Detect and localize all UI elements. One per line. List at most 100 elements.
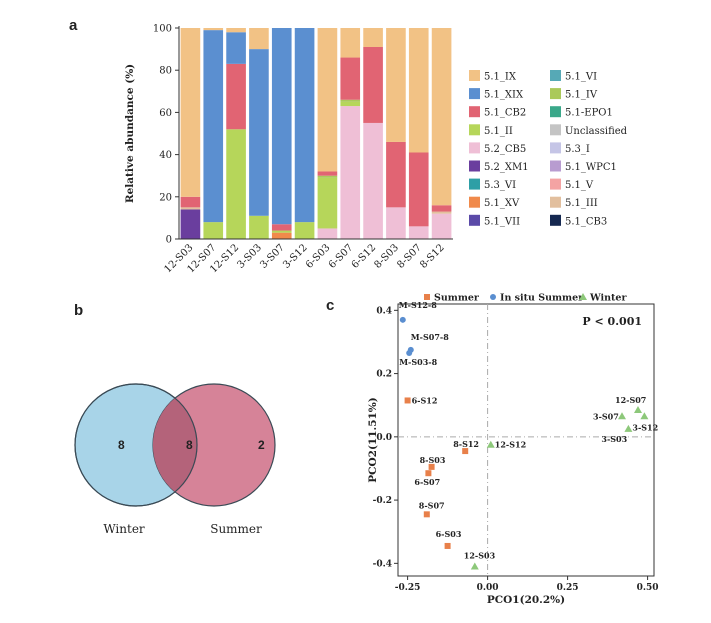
pcoa-point-label: M-S07-8 xyxy=(411,332,449,342)
pcoa-legend-marker-In situ Summer xyxy=(490,294,496,300)
bar-segment-6-S03-5.1_CB2 xyxy=(317,171,338,176)
bar-segment-3-S07-5.1_XIX xyxy=(271,28,292,225)
legend-swatch-5.3_I xyxy=(550,142,561,154)
venn-overlap xyxy=(152,398,198,492)
pcoa-point-6-S07 xyxy=(425,470,432,477)
bar-segment-12-S07-5.1_II xyxy=(203,222,224,239)
bar-segment-8-S03-5.1_IX xyxy=(386,28,406,142)
legend-swatch-5.1-EPO1 xyxy=(550,106,561,118)
pcoa-point-label: 6-S07 xyxy=(414,477,440,487)
pcoa-point-label: 8-S03 xyxy=(420,455,446,465)
bar-x-tick-label: 6-S12 xyxy=(350,242,379,271)
pcoa-points: 6-S12 8-S12 8-S03 6-S07 8-S07 6-S03 M-S12-8 M-S… xyxy=(399,300,658,570)
bar-x-tick-label: 3-S03 xyxy=(236,242,265,271)
legend-swatch-5.1_VI xyxy=(550,70,561,81)
pcoa-point-label: 3-S03 xyxy=(601,434,627,444)
pcoa-point-label: 12-S07 xyxy=(615,395,646,405)
bar-segment-3-S07-5.1_XV xyxy=(271,232,292,239)
legend-label: 5.1_VI xyxy=(565,72,597,83)
legend-label: 5.1_VII xyxy=(484,216,520,227)
pcoa-point-8-S03 xyxy=(428,463,435,470)
bar-legend: 5.1_IX 5.1_XIX 5.1_CB2 5.1_II 5.2_CB5 5.2_XM1… xyxy=(469,70,628,227)
bar-segment-12-S07-5.1_IX xyxy=(203,28,224,31)
bar-y-axis-label: Relative abundance (%) xyxy=(124,64,136,203)
bar-segment-6-S07-5.2_CB5 xyxy=(340,106,361,239)
pcoa-legend-label: In situ Summer xyxy=(500,293,584,304)
legend-label: 5.2_XM1 xyxy=(484,162,529,173)
bar-segment-12-S03-5.2_XM1 xyxy=(180,209,201,239)
bar-segment-3-S03-5.1_II xyxy=(249,215,269,239)
venn-winter-count: 8 xyxy=(118,438,125,452)
panel-a-letter: a xyxy=(69,17,78,34)
pcoa-point-6-S03 xyxy=(444,542,451,549)
bar-segment-8-S07-5.1_IX xyxy=(408,28,429,153)
legend-label: 5.2_CB5 xyxy=(484,144,526,155)
pcoa-scatter-chart: Summer In situ Summer Winter -0.25 0.00 0.25… xyxy=(367,293,659,607)
legend-label: 5.3_I xyxy=(565,144,590,155)
venn-diagram: 8 8 2 Winter Summer xyxy=(74,383,276,536)
pcoa-legend: Summer In situ Summer Winter xyxy=(424,293,627,304)
pcoa-y-tick-label: -0.4 xyxy=(373,559,392,569)
bar-y-tick-label: 20 xyxy=(159,192,172,203)
legend-swatch-5.2_XM1 xyxy=(469,160,480,172)
bar-x-tick-label: 6-S03 xyxy=(304,242,333,271)
bar-segment-6-S07-5.1_CB2 xyxy=(340,57,361,100)
legend-label: Unclassified xyxy=(565,126,628,137)
bar-segment-6-S12-5.1_CB2 xyxy=(363,46,383,123)
pcoa-point-3-S03 xyxy=(624,424,633,432)
legend-swatch-5.1_CB2 xyxy=(469,106,480,118)
legend-swatch-5.1_WPC1 xyxy=(550,160,561,172)
bar-segment-12-S12-5.1_II xyxy=(226,129,246,239)
pcoa-point-12-S07 xyxy=(634,405,642,413)
bar-segment-6-S12-5.1_IX xyxy=(363,28,383,47)
bar-x-tick-labels: 12-S0312-S0712-S123-S033-S073-S126-S036-… xyxy=(163,242,447,275)
bar-segment-6-S07-5.1_IV xyxy=(340,99,361,102)
pcoa-y-tick-label: 0.0 xyxy=(376,433,392,443)
bar-segment-12-S03-5.1_CB2 xyxy=(180,196,201,208)
venn-summer-label: Summer xyxy=(210,522,262,536)
bar-x-tick-label: 8-S03 xyxy=(373,242,402,271)
bar-segment-12-S12-5.1_IX xyxy=(226,28,246,33)
bar-segment-12-S12-5.1_CB2 xyxy=(226,63,246,130)
legend-swatch-5.1_IV xyxy=(550,88,561,100)
legend-swatch-5.1_XV xyxy=(469,196,480,208)
pcoa-point-label: 12-S03 xyxy=(464,551,496,561)
bar-x-tick-label: 8-S12 xyxy=(418,242,447,271)
pcoa-point-label: 6-S03 xyxy=(436,529,462,539)
pcoa-x-tick-label: 0.50 xyxy=(637,583,659,593)
legend-label: 5.1_IV xyxy=(565,90,598,101)
bar-segment-8-S07-5.1_CB2 xyxy=(408,152,429,227)
bar-segment-3-S03-5.1_IX xyxy=(249,28,269,50)
bar-segment-12-S07-5.1_XIX xyxy=(203,30,224,223)
venn-summer-count: 2 xyxy=(258,438,265,452)
bar-segment-8-S12-5.1_IX xyxy=(431,28,452,206)
legend-label: 5.1_IX xyxy=(484,72,517,83)
pcoa-point-8-S12 xyxy=(462,448,469,455)
panel-c-letter: c xyxy=(326,297,334,314)
legend-swatch-5.1_III xyxy=(550,196,561,208)
pcoa-point-12-S12 xyxy=(486,440,495,448)
pcoa-point-label: 8-S12 xyxy=(453,439,479,449)
pcoa-point-M-S03-8 xyxy=(406,350,413,357)
pcoa-y-tick-label: 0.4 xyxy=(376,306,392,316)
legend-label: 5.1_WPC1 xyxy=(565,162,617,173)
legend-swatch-5.2_CB5 xyxy=(469,142,480,154)
pcoa-y-tick-label: 0.2 xyxy=(376,370,392,380)
bar-x-tick-label: 3-S07 xyxy=(258,242,287,271)
pcoa-frame xyxy=(397,303,655,577)
legend-label: 5.1_II xyxy=(484,126,513,137)
venn-winter-label: Winter xyxy=(103,522,145,536)
bar-segment-6-S07-5.1_II xyxy=(340,101,361,107)
bar-segment-6-S07-5.1_IX xyxy=(340,28,361,58)
pcoa-y-axis-label: PCO2(11.51%) xyxy=(367,397,379,483)
legend-label: 5.1_CB3 xyxy=(565,216,607,227)
pcoa-point-8-S07 xyxy=(423,511,430,518)
bar-segment-12-S03-5.1_IX xyxy=(180,28,201,197)
legend-label: 5.1_V xyxy=(565,180,594,191)
legend-swatch-Unclassified xyxy=(550,124,561,136)
bar-y-tick-label: 0 xyxy=(166,235,172,246)
bar-segment-12-S12-5.1_XIX xyxy=(226,32,246,64)
panel-b-letter: b xyxy=(74,302,83,319)
pcoa-x-tick-label: -0.25 xyxy=(395,583,421,593)
